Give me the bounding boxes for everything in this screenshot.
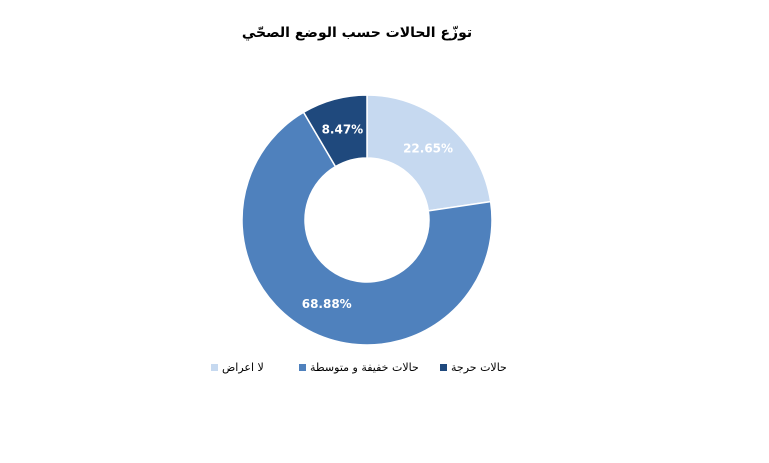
donut-slice [241, 111, 493, 346]
legend-swatch [299, 364, 306, 371]
legend-label: حالات خفيفة و متوسطة [310, 361, 419, 374]
legend-label: لا اعراض [222, 361, 264, 374]
legend-swatch [440, 364, 447, 371]
data-label: 8.47% [322, 122, 364, 136]
donut-slice [366, 94, 492, 212]
legend-label: حالات حرجة [451, 361, 507, 374]
data-label: 68.88% [302, 297, 352, 311]
chart-title: توزّع الحالات حسب الوضع الصحّي [242, 25, 472, 41]
legend-swatch [211, 364, 218, 371]
data-label: 22.65% [403, 142, 453, 156]
donut-slice [302, 94, 368, 168]
